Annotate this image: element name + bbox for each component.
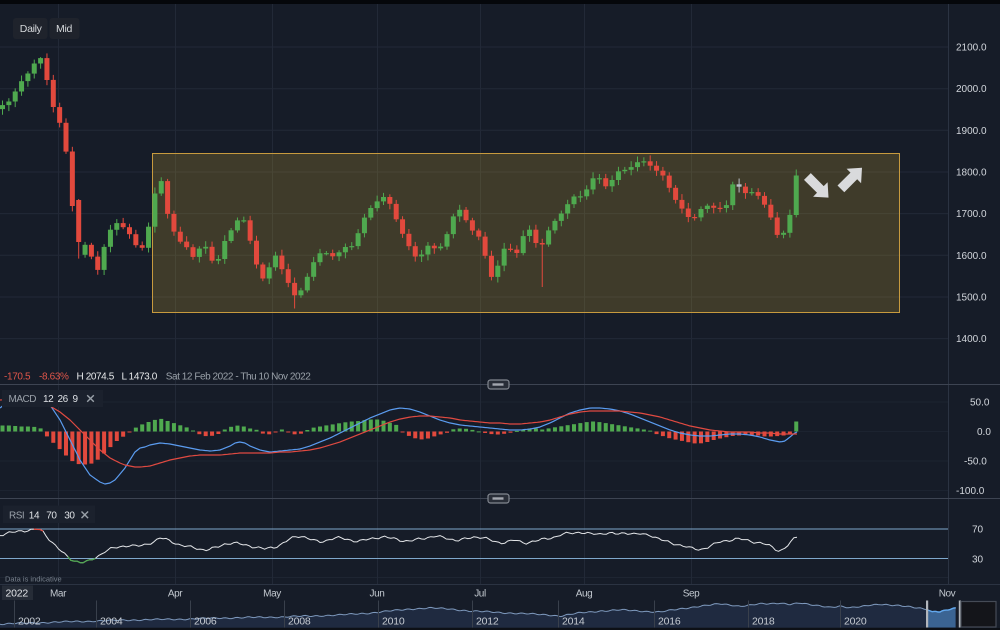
svg-text:70: 70 [46, 511, 57, 522]
svg-text:2000.0: 2000.0 [956, 84, 987, 95]
svg-text:Aug: Aug [576, 589, 593, 600]
svg-text:May: May [263, 589, 281, 600]
svg-text:2020: 2020 [844, 616, 867, 628]
svg-text:Sep: Sep [683, 589, 700, 600]
svg-text:-50.0: -50.0 [964, 457, 987, 468]
svg-text:-170.5: -170.5 [4, 372, 31, 383]
svg-text:2008: 2008 [288, 616, 311, 628]
svg-text:2014: 2014 [562, 616, 585, 628]
svg-text:2010: 2010 [382, 616, 405, 628]
svg-text:1500.0: 1500.0 [956, 293, 987, 304]
svg-text:70: 70 [972, 525, 984, 536]
svg-text:9: 9 [73, 394, 79, 405]
svg-text:1600.0: 1600.0 [956, 251, 987, 262]
svg-text:2002: 2002 [18, 616, 41, 628]
svg-text:2006: 2006 [194, 616, 217, 628]
svg-text:1800.0: 1800.0 [956, 168, 987, 179]
svg-text:-8.63%: -8.63% [39, 372, 69, 383]
svg-text:30: 30 [972, 555, 984, 566]
svg-text:30: 30 [64, 511, 75, 522]
svg-text:1900.0: 1900.0 [956, 126, 987, 137]
svg-text:2018: 2018 [752, 616, 775, 628]
svg-text:MACD: MACD [9, 394, 37, 405]
svg-text:Sat 12 Feb 2022 - Thu 10 Nov 2: Sat 12 Feb 2022 - Thu 10 Nov 2022 [166, 372, 311, 383]
svg-text:0.0: 0.0 [977, 427, 991, 438]
svg-text:-100.0: -100.0 [956, 486, 985, 497]
svg-text:26: 26 [58, 394, 69, 405]
svg-text:2016: 2016 [658, 616, 681, 628]
svg-text:Mar: Mar [50, 589, 67, 600]
svg-text:1400.0: 1400.0 [956, 334, 987, 345]
svg-text:Apr: Apr [168, 589, 183, 600]
svg-text:14: 14 [29, 511, 40, 522]
svg-text:2100.0: 2100.0 [956, 43, 987, 54]
svg-text:Daily: Daily [20, 23, 43, 35]
svg-text:2004: 2004 [100, 616, 123, 628]
svg-text:50.0: 50.0 [970, 398, 990, 409]
svg-text:RSI: RSI [9, 511, 24, 522]
svg-text:H 2074.5: H 2074.5 [77, 372, 115, 383]
svg-text:L 1473.0: L 1473.0 [122, 372, 158, 383]
svg-text:Jun: Jun [370, 589, 385, 600]
svg-text:Mid: Mid [56, 23, 72, 35]
svg-text:Data is indicative: Data is indicative [5, 575, 62, 584]
svg-text:2012: 2012 [476, 616, 499, 628]
svg-text:Jul: Jul [474, 589, 486, 600]
svg-text:2022: 2022 [6, 588, 29, 600]
svg-text:12: 12 [43, 394, 54, 405]
svg-text:1700.0: 1700.0 [956, 209, 987, 220]
svg-text:Nov: Nov [939, 589, 956, 600]
